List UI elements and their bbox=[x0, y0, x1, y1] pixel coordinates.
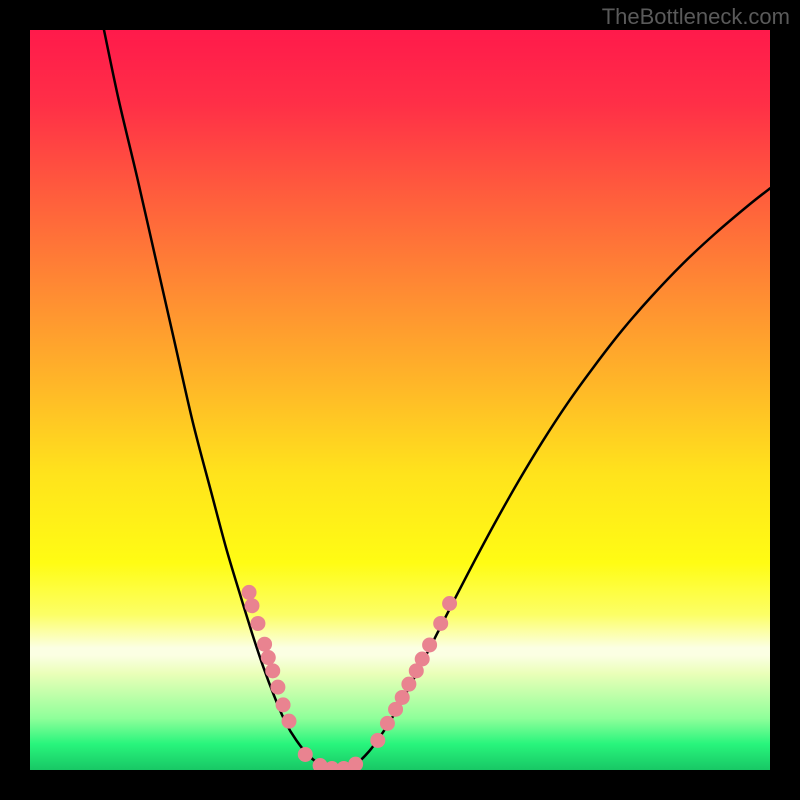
figure-outer: TheBottleneck.com bbox=[0, 0, 800, 800]
marker-point bbox=[261, 651, 275, 665]
marker-point bbox=[266, 664, 280, 678]
marker-point bbox=[395, 690, 409, 704]
plot-svg bbox=[30, 30, 770, 770]
marker-point bbox=[380, 716, 394, 730]
marker-point bbox=[242, 585, 256, 599]
marker-point bbox=[443, 597, 457, 611]
marker-point bbox=[371, 733, 385, 747]
plot-area bbox=[30, 30, 770, 770]
watermark-label: TheBottleneck.com bbox=[602, 4, 790, 30]
marker-point bbox=[298, 747, 312, 761]
marker-point bbox=[415, 652, 429, 666]
marker-point bbox=[402, 677, 416, 691]
marker-point bbox=[349, 757, 363, 770]
marker-point bbox=[423, 638, 437, 652]
marker-point bbox=[271, 680, 285, 694]
marker-point bbox=[258, 637, 272, 651]
marker-point bbox=[282, 714, 296, 728]
marker-point bbox=[276, 698, 290, 712]
marker-point bbox=[434, 616, 448, 630]
gradient-background bbox=[30, 30, 770, 770]
marker-point bbox=[251, 616, 265, 630]
marker-point bbox=[245, 599, 259, 613]
